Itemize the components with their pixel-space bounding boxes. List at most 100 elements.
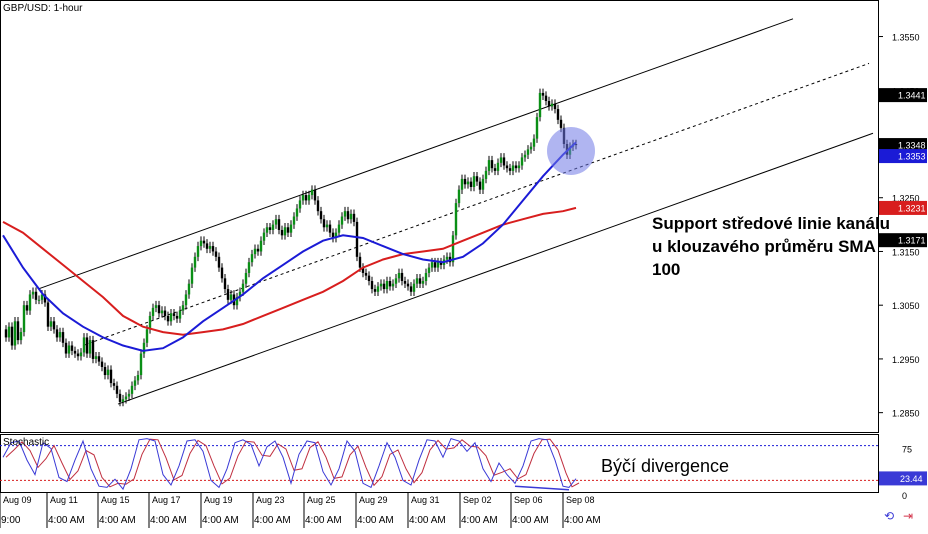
price-candle [193,256,197,268]
price-candle [34,291,38,300]
price-candle [397,272,401,279]
x-time-label: 4:00 AM [305,515,342,526]
price-candle [499,157,503,163]
x-date-label: Aug 15 [101,495,130,505]
price-candle [64,342,68,354]
x-time-label: 4:00 AM [48,515,85,526]
price-candle [46,302,50,327]
price-candle [145,329,149,343]
price-candle [403,281,407,284]
price-candle [103,366,107,376]
price-badge-label: 1.3353 [898,152,926,162]
price-candle [220,267,224,279]
price-candle [76,353,80,357]
price-candle [391,283,395,287]
price-candle [142,342,146,354]
price-candle [172,313,176,316]
price-candle [118,393,122,402]
price-candle [289,224,293,233]
price-candle [304,195,308,201]
price-candle [55,329,59,338]
price-candle [43,294,47,303]
price-candle [259,240,263,252]
price-candle [517,165,521,169]
price-candle [283,227,287,236]
price-candle [244,272,248,284]
channel-middle-line [82,62,870,346]
price-candle [388,281,392,287]
price-candle [292,216,296,225]
sma-100-line [2,141,577,352]
price-candle [553,103,557,110]
stochastic-y-tick-label: 75 [902,445,912,455]
price-candle [175,315,179,319]
price-candle [61,332,65,343]
price-candle [550,103,554,107]
price-badge-label: 1.3441 [898,91,926,101]
stochastic-d-line [5,438,580,488]
price-candle [250,254,254,263]
price-candle [367,275,371,282]
price-candle [379,283,383,287]
price-candle [364,272,368,276]
chart-arrow-icon[interactable]: ⇥ [903,509,914,523]
price-candle [394,278,398,284]
price-candle [73,350,77,354]
channel-lower-line [117,132,874,405]
price-candle [253,248,257,255]
price-candle [223,278,227,290]
y-tick-label: 1.3150 [892,247,920,257]
stochastic-value-label: 23.44 [900,474,923,484]
y-tick-label: 1.2850 [892,409,920,419]
price-candle [502,157,506,166]
price-plot-frame [0,0,879,433]
price-candle [121,399,125,402]
price-candle [97,356,101,362]
price-candle [181,305,185,311]
x-time-label: 4:00 AM [512,515,549,526]
price-candle [460,178,464,190]
price-candle [307,195,311,201]
price-candle [202,240,206,244]
price-candle [37,299,41,301]
x-time-label: 9:00 [1,515,21,526]
price-candle [130,385,134,394]
price-candle [28,294,32,311]
price-candle [490,160,494,169]
x-date-label: Aug 17 [152,495,181,505]
x-time-label: 4:00 AM [409,515,446,526]
price-badge-label: 1.3171 [898,236,926,246]
x-date-label: Sep 02 [463,495,492,505]
price-candle [439,262,443,265]
price-candle [424,272,428,282]
price-candle [16,321,20,341]
price-candle [154,305,158,308]
price-candle [310,189,314,196]
price-candle [385,281,389,290]
price-candle [298,200,302,209]
price-candle [478,181,482,190]
price-candle [163,310,167,316]
chart-link-icon[interactable]: ⟲ [884,509,895,523]
x-date-label: Aug 25 [307,495,336,505]
price-candle [346,211,350,220]
stochastic-y-tick-label: 0 [902,491,907,501]
annotation-support: Support středové linie kanálu u klouzavé… [652,214,891,279]
price-badge [879,88,927,103]
price-candle [328,224,332,233]
price-candle [382,283,386,290]
price-candle [109,369,113,384]
price-candle [40,294,44,300]
price-candle [85,337,89,354]
price-candle [19,332,23,341]
price-candle [505,165,509,169]
price-candle [475,176,479,182]
price-candle [4,329,8,338]
price-candle [277,219,281,230]
price-candle [349,213,353,220]
price-candle [400,272,404,282]
price-candle [433,262,437,268]
price-candle [469,181,473,187]
price-candle [127,393,131,397]
x-date-label: Sep 08 [566,495,595,505]
